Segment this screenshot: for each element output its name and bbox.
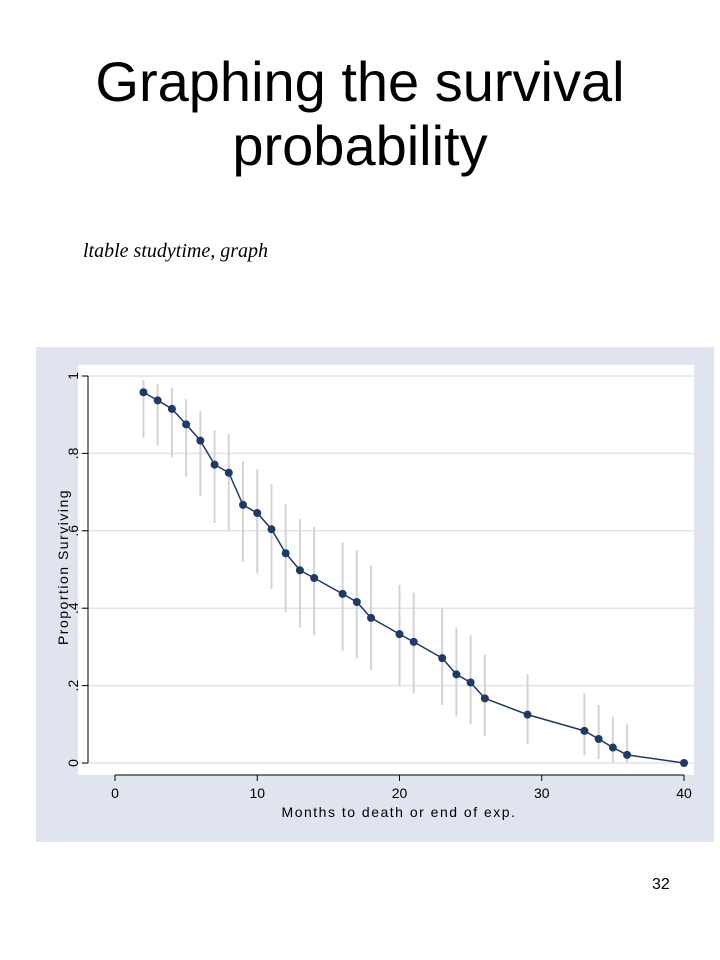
slide-title-line-1: Graphing the survival [95, 50, 625, 113]
survival-point-17 [409, 637, 418, 646]
survival-line [143, 391, 685, 764]
plot-area [78, 365, 694, 775]
survival-point-24 [594, 735, 603, 744]
grid-lines [78, 375, 694, 764]
stata-command: ltable studytime, graph [83, 240, 268, 262]
slide-title: Graphing the survival probability [0, 50, 720, 178]
survival-point-8 [253, 508, 262, 517]
y-axis-ticks: 0 .2 .4 .6 .8 1 [65, 372, 88, 767]
survival-point-0 [139, 388, 148, 397]
x-axis-ticks: 0 10 20 30 40 [111, 775, 692, 801]
y-axis-label: Proportion Surviving [55, 489, 71, 645]
survival-point-2 [167, 404, 176, 413]
survival-point-3 [182, 420, 191, 429]
y-tick-label-1: .2 [65, 680, 81, 692]
survival-point-6 [224, 468, 233, 477]
y-tick-label-4: .8 [65, 447, 81, 459]
survival-point-13 [338, 589, 347, 598]
x-tick-label-4: 40 [676, 785, 692, 801]
survival-point-15 [367, 613, 376, 622]
slide-number: 32 [652, 876, 670, 893]
survival-point-7 [239, 500, 248, 509]
survival-series [139, 388, 688, 767]
x-tick-label-2: 20 [392, 785, 408, 801]
survival-point-11 [295, 566, 304, 575]
survival-point-20 [466, 678, 475, 687]
survival-point-25 [608, 743, 617, 752]
survival-point-23 [580, 726, 589, 735]
survival-point-27 [680, 759, 688, 767]
survival-chart: 0 .2 .4 .6 .8 1 0 10 20 30 40 Proportion Survivin… [36, 347, 714, 842]
survival-point-1 [153, 396, 162, 405]
x-tick-label-3: 30 [534, 785, 550, 801]
survival-point-10 [281, 549, 290, 558]
survival-point-12 [310, 574, 319, 583]
y-tick-label-3: .6 [65, 525, 81, 537]
x-axis-label: Months to death or end of exp. [282, 804, 517, 820]
x-tick-label-1: 10 [249, 785, 265, 801]
survival-point-26 [623, 750, 632, 759]
survival-point-22 [523, 710, 532, 719]
y-tick-label-0: 0 [65, 759, 81, 767]
slide-title-line-2: probability [232, 114, 488, 177]
survival-point-16 [395, 630, 404, 639]
survival-point-5 [210, 460, 219, 469]
survival-point-9 [267, 525, 276, 534]
survival-point-18 [438, 654, 447, 663]
survival-point-4 [196, 436, 205, 445]
survival-point-14 [352, 598, 361, 607]
y-tick-label-2: .4 [65, 602, 81, 614]
y-tick-label-5: 1 [65, 372, 81, 380]
survival-point-21 [480, 694, 489, 703]
x-tick-label-0: 0 [111, 785, 119, 801]
survival-point-19 [452, 670, 461, 679]
chart-svg: 0 .2 .4 .6 .8 1 0 10 20 30 40 Proportion Survivin… [36, 347, 714, 842]
